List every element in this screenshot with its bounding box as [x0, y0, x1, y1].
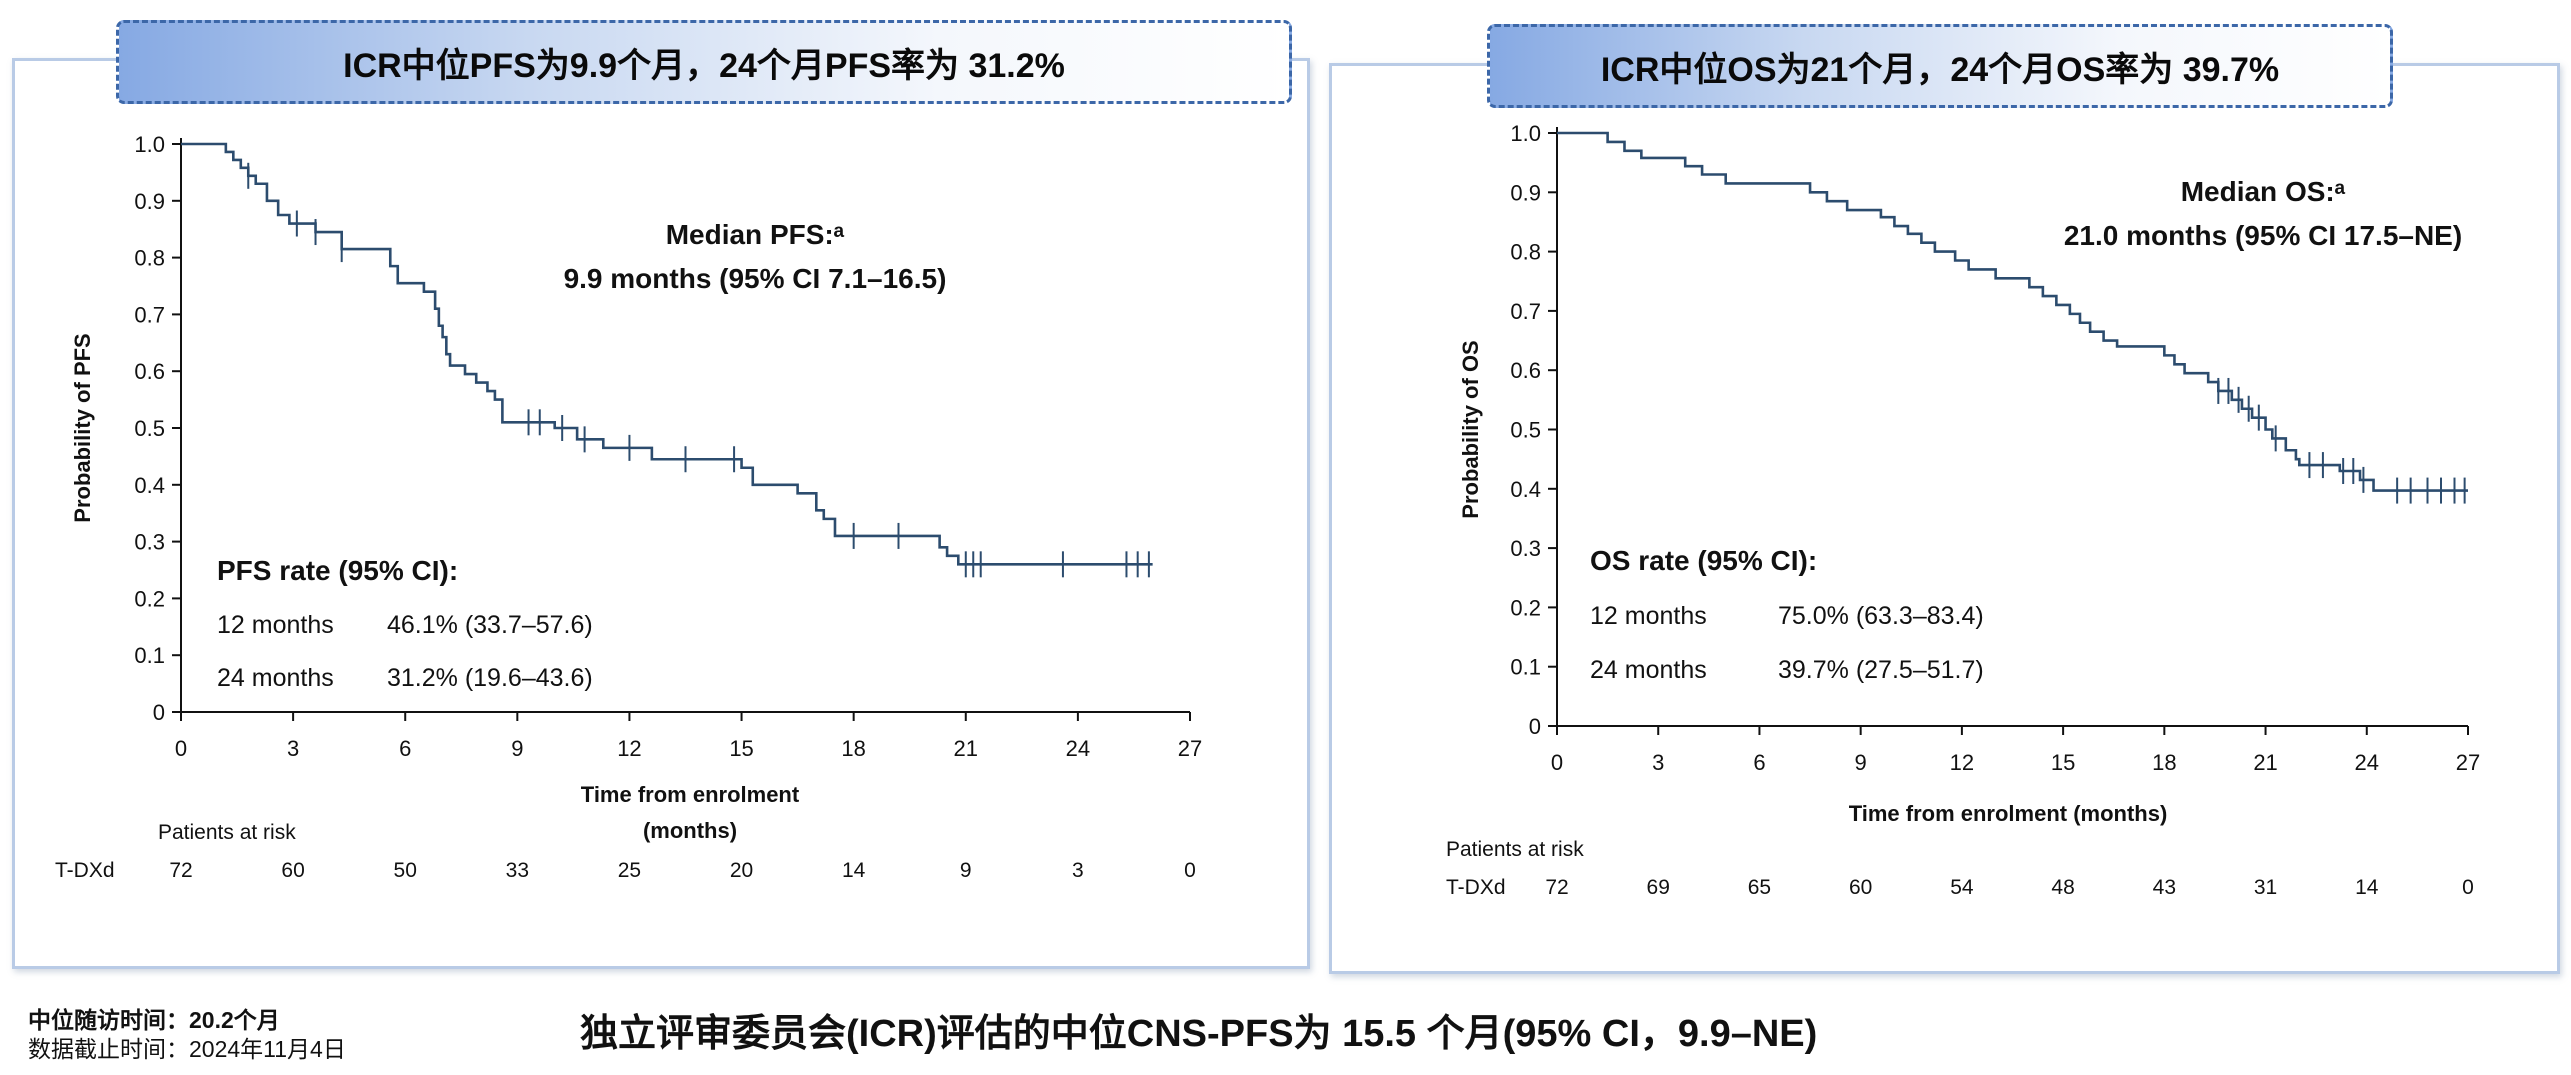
y-tick-label: 0.2 — [134, 586, 165, 611]
risk-count: 25 — [618, 859, 641, 882]
os-banner: ICR中位OS为21个月，24个月OS率为 39.7% — [1487, 24, 2393, 108]
rate-title: OS rate (95% CI): — [1590, 545, 1817, 576]
risk-count: 72 — [1545, 876, 1568, 899]
risk-count: 14 — [2355, 876, 2379, 899]
y-tick-label: 0.4 — [134, 473, 165, 498]
median-title: Median PFS:ᵃ — [666, 219, 845, 250]
risk-count: 54 — [1950, 876, 1974, 899]
x-tick-label: 21 — [2253, 750, 2277, 775]
risk-count: 0 — [1184, 859, 1196, 882]
risk-count: 60 — [1849, 876, 1872, 899]
rate-label: 24 months — [1590, 656, 1707, 684]
risk-count: 0 — [2462, 876, 2474, 899]
rate-label: 24 months — [217, 664, 334, 692]
y-tick-label: 1.0 — [134, 132, 165, 157]
y-tick-label: 0.5 — [1510, 418, 1541, 443]
y-tick-label: 0.6 — [1510, 358, 1541, 383]
risk-count: 33 — [506, 859, 529, 882]
x-tick-label: 9 — [511, 736, 523, 761]
rate-value: 75.0% (63.3–83.4) — [1778, 602, 1984, 630]
risk-count: 48 — [2051, 876, 2074, 899]
y-axis-title: Probability of PFS — [70, 333, 95, 522]
x-tick-label: 0 — [1551, 750, 1563, 775]
risk-arm-label: T-DXd — [55, 859, 115, 882]
risk-count: 72 — [169, 859, 192, 882]
risk-count: 3 — [1072, 859, 1084, 882]
km-curve — [181, 142, 1153, 566]
km-curve — [1557, 131, 2468, 492]
x-tick-label: 12 — [617, 736, 641, 761]
rate-value: 31.2% (19.6–43.6) — [387, 664, 593, 692]
y-tick-label: 0.4 — [1510, 477, 1541, 502]
rate-label: 12 months — [1590, 602, 1707, 630]
x-tick-label: 15 — [2051, 750, 2075, 775]
y-tick-label: 0.1 — [134, 643, 165, 668]
os-panel — [1329, 63, 2560, 974]
y-tick-label: 0.3 — [134, 530, 165, 555]
y-tick-label: 0.9 — [134, 189, 165, 214]
risk-title: Patients at risk — [158, 821, 296, 844]
pfs-panel — [12, 58, 1310, 969]
x-tick-label: 24 — [1066, 736, 1090, 761]
y-tick-label: 0.5 — [134, 416, 165, 441]
y-tick-label: 0.3 — [1510, 536, 1541, 561]
rate-title: PFS rate (95% CI): — [217, 555, 458, 586]
risk-count: 69 — [1647, 876, 1670, 899]
risk-count: 14 — [842, 859, 866, 882]
bottom-title: 独立评审委员会(ICR)评估的中位CNS-PFS为 15.5 个月(95% CI… — [580, 1013, 1818, 1055]
x-axis-title: (months) — [643, 818, 737, 843]
risk-count: 31 — [2254, 876, 2277, 899]
y-tick-label: 0.9 — [1510, 180, 1541, 205]
y-tick-label: 0 — [1529, 714, 1541, 739]
risk-count: 65 — [1748, 876, 1771, 899]
x-tick-label: 3 — [287, 736, 299, 761]
x-tick-label: 27 — [1178, 736, 1202, 761]
rate-value: 46.1% (33.7–57.6) — [387, 611, 593, 639]
risk-title: Patients at risk — [1446, 838, 1584, 861]
median-value: 9.9 months (95% CI 7.1–16.5) — [564, 263, 947, 294]
risk-count: 50 — [394, 859, 417, 882]
x-tick-label: 9 — [1855, 750, 1867, 775]
risk-count: 43 — [2153, 876, 2176, 899]
risk-count: 60 — [281, 859, 304, 882]
x-tick-label: 15 — [729, 736, 753, 761]
x-tick-label: 21 — [954, 736, 978, 761]
x-tick-label: 18 — [2152, 750, 2176, 775]
y-tick-label: 0.7 — [1510, 299, 1541, 324]
x-tick-label: 6 — [399, 736, 411, 761]
y-tick-label: 0 — [153, 700, 165, 725]
y-tick-label: 0.8 — [134, 246, 165, 271]
x-tick-label: 27 — [2456, 750, 2480, 775]
y-tick-label: 0.2 — [1510, 595, 1541, 620]
x-tick-label: 18 — [841, 736, 865, 761]
risk-arm-label: T-DXd — [1446, 876, 1506, 899]
x-tick-label: 24 — [2355, 750, 2379, 775]
x-axis-title: Time from enrolment — [581, 782, 800, 807]
risk-count: 20 — [730, 859, 753, 882]
x-tick-label: 0 — [175, 736, 187, 761]
median-value: 21.0 months (95% CI 17.5–NE) — [2064, 220, 2462, 251]
x-axis-title: Time from enrolment (months) — [1849, 801, 2168, 826]
data-cutoff: 数据截止时间：2024年11月4日 — [28, 1036, 346, 1062]
y-tick-label: 1.0 — [1510, 121, 1541, 146]
x-tick-label: 3 — [1652, 750, 1664, 775]
y-axis-title: Probability of OS — [1458, 340, 1483, 518]
y-tick-label: 0.8 — [1510, 240, 1541, 265]
rate-value: 39.7% (27.5–51.7) — [1778, 656, 1984, 684]
y-tick-label: 0.7 — [134, 302, 165, 327]
rate-label: 12 months — [217, 611, 334, 639]
median-title: Median OS:ᵃ — [2181, 176, 2346, 207]
x-tick-label: 6 — [1753, 750, 1765, 775]
risk-count: 9 — [960, 859, 972, 882]
x-tick-label: 12 — [1950, 750, 1974, 775]
median-followup: 中位随访时间：20.2个月 — [28, 1007, 280, 1033]
pfs-banner: ICR中位PFS为9.9个月，24个月PFS率为 31.2% — [116, 20, 1292, 104]
y-tick-label: 0.1 — [1510, 655, 1541, 680]
y-tick-label: 0.6 — [134, 359, 165, 384]
